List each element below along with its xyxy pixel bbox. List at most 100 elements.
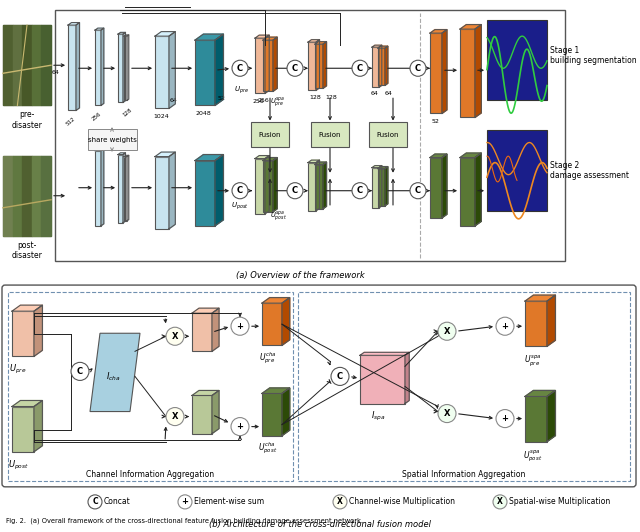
- Text: C: C: [337, 372, 343, 381]
- Text: Fusion: Fusion: [259, 131, 281, 137]
- Circle shape: [166, 408, 184, 426]
- Polygon shape: [262, 388, 290, 394]
- Polygon shape: [215, 34, 223, 105]
- Bar: [525, 301, 547, 346]
- Text: 64: 64: [371, 92, 379, 96]
- Text: 512: 512: [65, 117, 77, 127]
- Text: C: C: [357, 186, 363, 195]
- Text: post-
disaster: post- disaster: [12, 241, 42, 260]
- Polygon shape: [195, 34, 223, 40]
- Polygon shape: [308, 40, 319, 42]
- Bar: [360, 355, 405, 403]
- Polygon shape: [215, 155, 223, 226]
- Polygon shape: [265, 155, 269, 214]
- Bar: [255, 159, 265, 214]
- Text: 52: 52: [431, 120, 439, 124]
- Polygon shape: [90, 333, 140, 412]
- Bar: [308, 42, 316, 90]
- Polygon shape: [430, 154, 447, 157]
- Polygon shape: [118, 153, 125, 155]
- Polygon shape: [127, 35, 129, 101]
- Bar: [460, 157, 475, 226]
- Bar: [95, 30, 101, 105]
- Polygon shape: [315, 41, 326, 44]
- FancyBboxPatch shape: [311, 122, 349, 146]
- Polygon shape: [315, 162, 326, 164]
- Polygon shape: [442, 154, 447, 218]
- Text: 64: 64: [170, 98, 178, 103]
- FancyBboxPatch shape: [88, 129, 137, 149]
- Text: X: X: [172, 332, 179, 341]
- Polygon shape: [372, 165, 382, 168]
- Circle shape: [231, 317, 249, 335]
- Text: C: C: [357, 64, 363, 73]
- Polygon shape: [212, 390, 219, 434]
- Bar: [460, 29, 475, 118]
- Polygon shape: [547, 295, 556, 346]
- Text: +: +: [237, 322, 243, 331]
- Text: Fusion: Fusion: [377, 131, 399, 137]
- Polygon shape: [255, 155, 269, 159]
- Polygon shape: [379, 165, 382, 208]
- Text: 256: 256: [252, 99, 264, 104]
- Text: $U_{post}^{spa}$: $U_{post}^{spa}$: [270, 210, 287, 224]
- Bar: [315, 164, 323, 209]
- Polygon shape: [42, 155, 51, 236]
- Circle shape: [438, 322, 456, 340]
- Polygon shape: [475, 24, 481, 118]
- Text: pre-
disaster: pre- disaster: [12, 111, 42, 130]
- Bar: [3, 155, 51, 236]
- Polygon shape: [308, 160, 319, 163]
- Text: 128: 128: [309, 95, 321, 101]
- Text: $U_{post}^{spa}$: $U_{post}^{spa}$: [524, 448, 543, 464]
- Bar: [430, 157, 442, 218]
- Bar: [95, 151, 101, 226]
- Polygon shape: [13, 155, 22, 236]
- Polygon shape: [282, 297, 290, 345]
- Bar: [195, 40, 215, 105]
- Text: X: X: [444, 409, 451, 418]
- Bar: [525, 396, 547, 442]
- Circle shape: [496, 410, 514, 428]
- Text: +: +: [502, 414, 509, 423]
- Polygon shape: [475, 153, 481, 226]
- Text: $U_{post}^{cha}$: $U_{post}^{cha}$: [259, 440, 278, 456]
- Circle shape: [178, 495, 192, 509]
- Polygon shape: [76, 22, 79, 111]
- Text: 128: 128: [325, 95, 337, 101]
- Bar: [192, 313, 212, 351]
- Text: 64: 64: [385, 92, 393, 96]
- Text: C: C: [92, 497, 98, 506]
- Bar: [195, 161, 215, 226]
- Polygon shape: [372, 45, 382, 47]
- Polygon shape: [525, 390, 556, 396]
- Circle shape: [232, 182, 248, 199]
- Bar: [155, 36, 169, 109]
- Bar: [124, 36, 127, 101]
- Polygon shape: [68, 22, 79, 25]
- Bar: [378, 48, 385, 85]
- Text: $I_{spa}$: $I_{spa}$: [371, 410, 385, 422]
- Text: Channel-wise Multiplication: Channel-wise Multiplication: [349, 497, 455, 506]
- Text: +: +: [182, 497, 189, 506]
- Circle shape: [166, 327, 184, 345]
- Bar: [118, 155, 123, 223]
- Text: Spatial-wise Multiplication: Spatial-wise Multiplication: [509, 497, 611, 506]
- Text: 2048: 2048: [195, 111, 211, 117]
- Polygon shape: [169, 152, 175, 229]
- Circle shape: [333, 495, 347, 509]
- Polygon shape: [169, 31, 175, 109]
- Circle shape: [493, 495, 507, 509]
- Polygon shape: [385, 167, 388, 206]
- Text: $U_{pre}$: $U_{pre}$: [234, 85, 249, 96]
- Text: X: X: [337, 497, 343, 506]
- Text: Stage 2
damage assessment: Stage 2 damage assessment: [550, 161, 629, 180]
- Polygon shape: [34, 401, 42, 452]
- Polygon shape: [22, 25, 32, 105]
- Bar: [378, 169, 385, 206]
- Polygon shape: [42, 25, 51, 105]
- Text: 256: 256: [257, 98, 269, 103]
- Polygon shape: [192, 308, 219, 313]
- Bar: [3, 25, 51, 105]
- Bar: [262, 303, 282, 345]
